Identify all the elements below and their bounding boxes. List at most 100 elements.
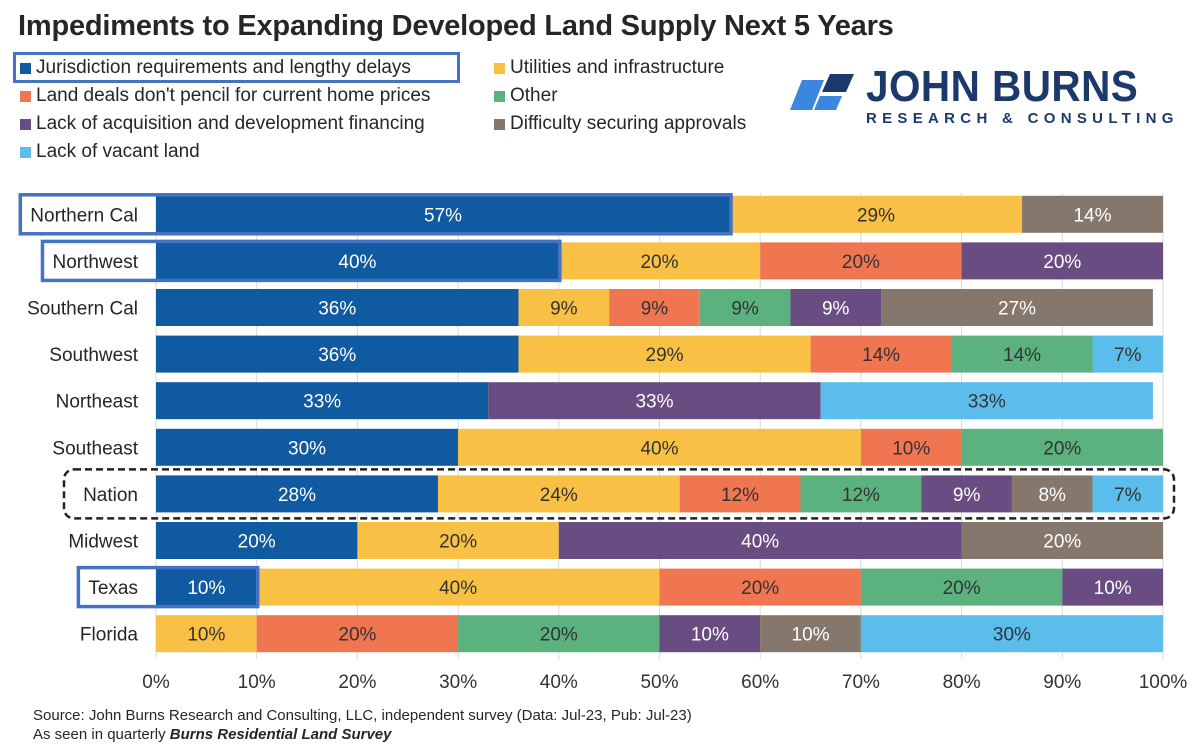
x-tick-label: 80% [943, 672, 981, 693]
x-tick-label: 50% [640, 672, 678, 693]
bar-segment [156, 522, 358, 559]
data-label: 20% [943, 578, 981, 599]
legend-item-vacant-land: Lack of vacant land [20, 141, 200, 163]
bar-segment [699, 289, 791, 326]
x-tick-label: 90% [1043, 672, 1081, 693]
category-label: Texas [88, 578, 138, 599]
bar-segment [659, 615, 761, 653]
data-label: 10% [187, 625, 225, 646]
logo-subtitle: RESEARCH & CONSULTING [866, 110, 1179, 127]
x-tick-label: 10% [238, 672, 276, 693]
bar-segment [558, 242, 761, 280]
highlight-box [40, 239, 562, 283]
legend-swatch [20, 118, 31, 130]
x-tick-label: 0% [142, 672, 170, 693]
data-label: 20% [640, 252, 678, 273]
bar-segment [609, 289, 700, 326]
data-label: 12% [721, 485, 759, 506]
data-label: 14% [1003, 345, 1041, 366]
legend-swatch [494, 90, 505, 102]
data-label: 10% [187, 578, 225, 599]
bar-segment [961, 428, 1163, 466]
bar-segment [156, 382, 489, 420]
legend-item-financing: Lack of acquisition and development fina… [20, 113, 425, 135]
legend-item-other: Other [494, 85, 558, 107]
bar-segment [437, 475, 680, 513]
bar-segment [156, 615, 257, 653]
bar-segment [357, 522, 559, 559]
category-label: Northwest [52, 252, 138, 273]
category-label: Florida [80, 625, 139, 646]
bar-segment [1092, 475, 1163, 513]
data-label: 40% [741, 532, 779, 553]
x-tick-label: 40% [540, 672, 578, 693]
bar-segment [659, 568, 861, 606]
category-label: Southwest [49, 345, 138, 366]
data-label: 9% [731, 299, 759, 320]
category-label: Nation [83, 485, 138, 506]
footer-as-seen: As seen in quarterly Burns Residential L… [33, 726, 391, 743]
legend-label: Other [510, 85, 558, 106]
nation-dashed-box [62, 468, 1176, 520]
bar-segment [860, 428, 962, 466]
stacked-bar-chart: 0% 10% 20% 30% 40% 50% 60% 70% 80% 90% 100% 57% 29% 1… [18, 193, 1187, 693]
data-label: 7% [1114, 345, 1142, 366]
data-label: 10% [691, 625, 729, 646]
bar-segment [156, 195, 730, 233]
data-label: 33% [303, 392, 341, 413]
bar-segment [256, 615, 459, 653]
bar-segment [820, 382, 1153, 420]
bar-segment [961, 242, 1163, 280]
bar-segment [156, 428, 459, 466]
bar-segment [256, 568, 660, 606]
bar-segment [156, 475, 438, 513]
bar-segment [921, 475, 1012, 513]
data-label: 27% [998, 299, 1036, 320]
category-label: Midwest [68, 532, 138, 553]
data-label: 40% [338, 252, 376, 273]
legend-label: Jurisdiction requirements and lengthy de… [36, 57, 411, 78]
data-label: 12% [842, 485, 880, 506]
bar-segment [156, 242, 559, 280]
category-label: Southern Cal [27, 299, 138, 320]
bar-segment [760, 242, 962, 280]
bar-segment [810, 335, 952, 373]
data-label: 20% [1043, 252, 1081, 273]
data-label: 10% [792, 625, 830, 646]
data-label: 20% [1043, 532, 1081, 553]
data-label: 57% [424, 205, 462, 226]
bar-segment [156, 335, 519, 373]
bar-segment [1022, 195, 1163, 233]
data-label: 20% [540, 625, 578, 646]
data-label: 40% [640, 438, 678, 459]
category-label: Northeast [56, 392, 139, 413]
legend-label: Lack of vacant land [36, 141, 200, 162]
legend-item-land-deals: Land deals don't pencil for current home… [20, 85, 430, 107]
bar-segment [458, 428, 861, 466]
data-label: 10% [892, 438, 930, 459]
bar-segment [881, 289, 1153, 326]
legend-item-jurisdiction: Jurisdiction requirements and lengthy de… [20, 57, 411, 79]
bar-segment [760, 615, 861, 653]
legend-swatch [20, 146, 31, 158]
data-label: 7% [1114, 485, 1142, 506]
bar-segment [961, 522, 1163, 559]
category-label: Northern Cal [30, 205, 138, 226]
bar-segment [679, 475, 801, 513]
logo-name: JOHN BURNS [866, 62, 1139, 111]
bar-segment [488, 382, 821, 420]
footer-as-seen-prefix: As seen in quarterly [33, 726, 170, 743]
data-label: 20% [338, 625, 376, 646]
data-label: 29% [646, 345, 684, 366]
legend-swatch [20, 62, 31, 74]
legend-item-utilities: Utilities and infrastructure [494, 57, 724, 79]
data-label: 20% [439, 532, 477, 553]
legend-label: Lack of acquisition and development fina… [36, 113, 425, 134]
data-label: 28% [278, 485, 316, 506]
legend-label: Utilities and infrastructure [510, 57, 725, 78]
bar-segment [800, 475, 922, 513]
data-label: 14% [862, 345, 900, 366]
bar-segment [558, 522, 962, 559]
data-label: 20% [238, 532, 276, 553]
x-tick-label: 60% [741, 672, 779, 693]
